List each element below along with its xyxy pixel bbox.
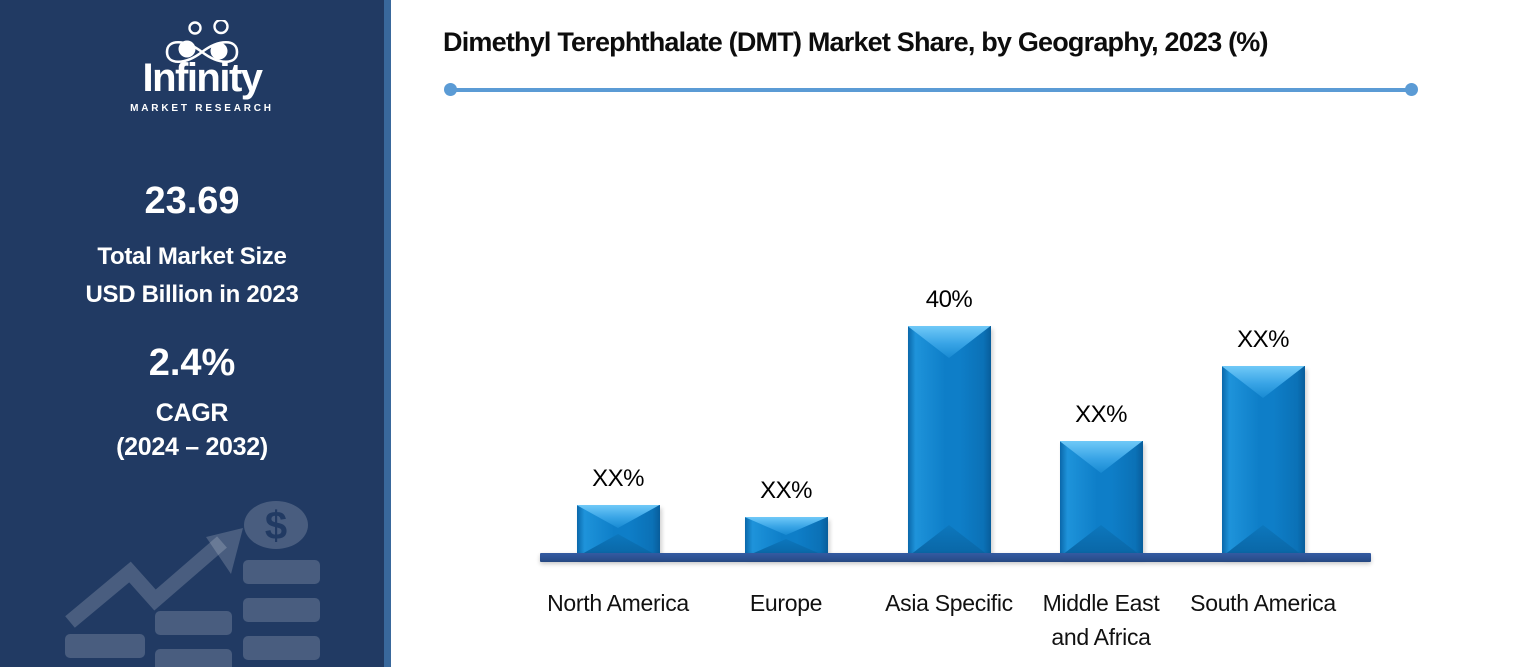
brand-name: Infinity — [142, 56, 263, 100]
bar-value-label-middle-east-and-africa: XX% — [1075, 401, 1127, 428]
market-size-label-line1: Total Market Size — [97, 243, 287, 270]
bar-value-label-asia-specific: 40% — [925, 286, 973, 313]
bar-middle-east-and-africa — [1059, 441, 1143, 557]
chart-baseline — [540, 553, 1371, 562]
sidebar: Infinity MARKET RESEARCH 23.69 Total Mar… — [0, 0, 384, 667]
bar-value-label-north-america: XX% — [592, 465, 644, 492]
bar-north-america — [576, 505, 660, 557]
market-size-label-line2: USD Billion in 2023 — [85, 281, 299, 308]
category-label-middle-east-and-africa: Middle East and Africa — [1042, 590, 1160, 650]
page-title: Dimethyl Terephthalate (DMT) Market Shar… — [443, 27, 1269, 57]
bar-top-bevel — [744, 517, 828, 535]
dollar-sign-glyph: $ — [265, 504, 287, 548]
category-label-south-america: South America — [1190, 590, 1336, 616]
bar-value-label-south-america: XX% — [1237, 326, 1289, 353]
cagr-value: 2.4% — [148, 342, 236, 384]
bar-south-america — [1221, 366, 1305, 557]
cagr-period: (2024 – 2032) — [116, 433, 268, 461]
market-size-value: 23.69 — [144, 180, 240, 222]
infinity-logo: Infinity MARKET RESEARCH — [42, 20, 362, 114]
bar-value-label-europe: XX% — [760, 477, 812, 504]
growth-chart-decoration: $ — [65, 501, 320, 667]
bar-asia-specific — [907, 326, 991, 557]
bar-top-bevel — [907, 326, 991, 358]
bar-top-bevel — [576, 505, 660, 528]
bar-stack-icon — [65, 560, 320, 667]
dollar-coin-icon — [244, 501, 308, 549]
brand-tagline: MARKET RESEARCH — [130, 103, 274, 114]
sidebar-edge-strip — [384, 0, 391, 667]
bar-top-bevel — [1221, 366, 1305, 398]
category-label-europe: Europe — [749, 590, 823, 616]
growth-arrow-line — [65, 536, 227, 628]
divider-dot-right — [1405, 83, 1418, 96]
title-divider — [450, 88, 1411, 92]
growth-arrow-icon — [206, 528, 243, 574]
infinity-logo-icon — [165, 20, 239, 64]
category-label-north-america: North America — [547, 590, 689, 616]
cagr-label: CAGR — [155, 399, 229, 427]
bar-europe — [744, 517, 828, 557]
category-label-asia-specific: Asia Specific — [885, 590, 1013, 616]
bar-top-bevel — [1059, 441, 1143, 473]
